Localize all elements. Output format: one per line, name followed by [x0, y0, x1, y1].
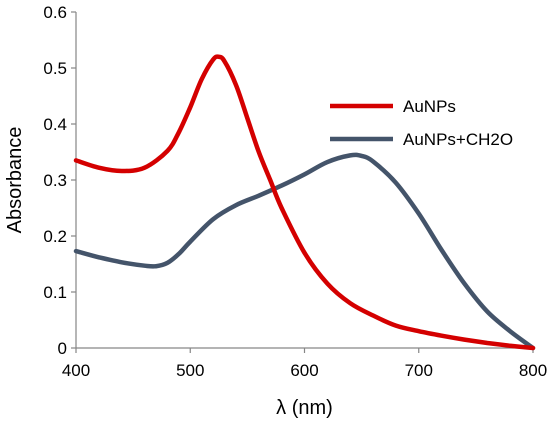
y-tick-label: 0.3 — [43, 171, 67, 190]
x-tick-label: 400 — [62, 361, 90, 380]
series-line-aunps-ch2o — [73, 152, 536, 351]
series-layer — [73, 54, 536, 351]
y-tick-label: 0.5 — [43, 59, 67, 78]
y-axis-title: Absorbance — [4, 127, 26, 234]
legend-label-aunps: AuNPs — [403, 97, 456, 116]
series-line-aunps — [73, 54, 536, 351]
y-tick-label: 0.6 — [43, 3, 67, 22]
x-tick-label: 800 — [519, 361, 547, 380]
y-tick-labels: 0 0.1 0.2 0.3 0.4 0.5 0.6 — [43, 3, 67, 358]
axis-tick-marks — [71, 11, 534, 353]
y-tick-label: 0 — [58, 339, 67, 358]
y-tick-label: 0.1 — [43, 283, 67, 302]
x-axis-title: λ (nm) — [276, 397, 333, 419]
x-tick-label: 500 — [176, 361, 204, 380]
y-tick-label: 0.2 — [43, 227, 67, 246]
legend-label-aunps-ch2o: AuNPs+CH2O — [403, 130, 513, 149]
legend: AuNPs AuNPs+CH2O — [330, 97, 513, 149]
y-tick-label: 0.4 — [43, 115, 67, 134]
x-tick-labels: 400 500 600 700 800 — [62, 361, 547, 380]
x-tick-label: 700 — [405, 361, 433, 380]
x-tick-label: 600 — [290, 361, 318, 380]
